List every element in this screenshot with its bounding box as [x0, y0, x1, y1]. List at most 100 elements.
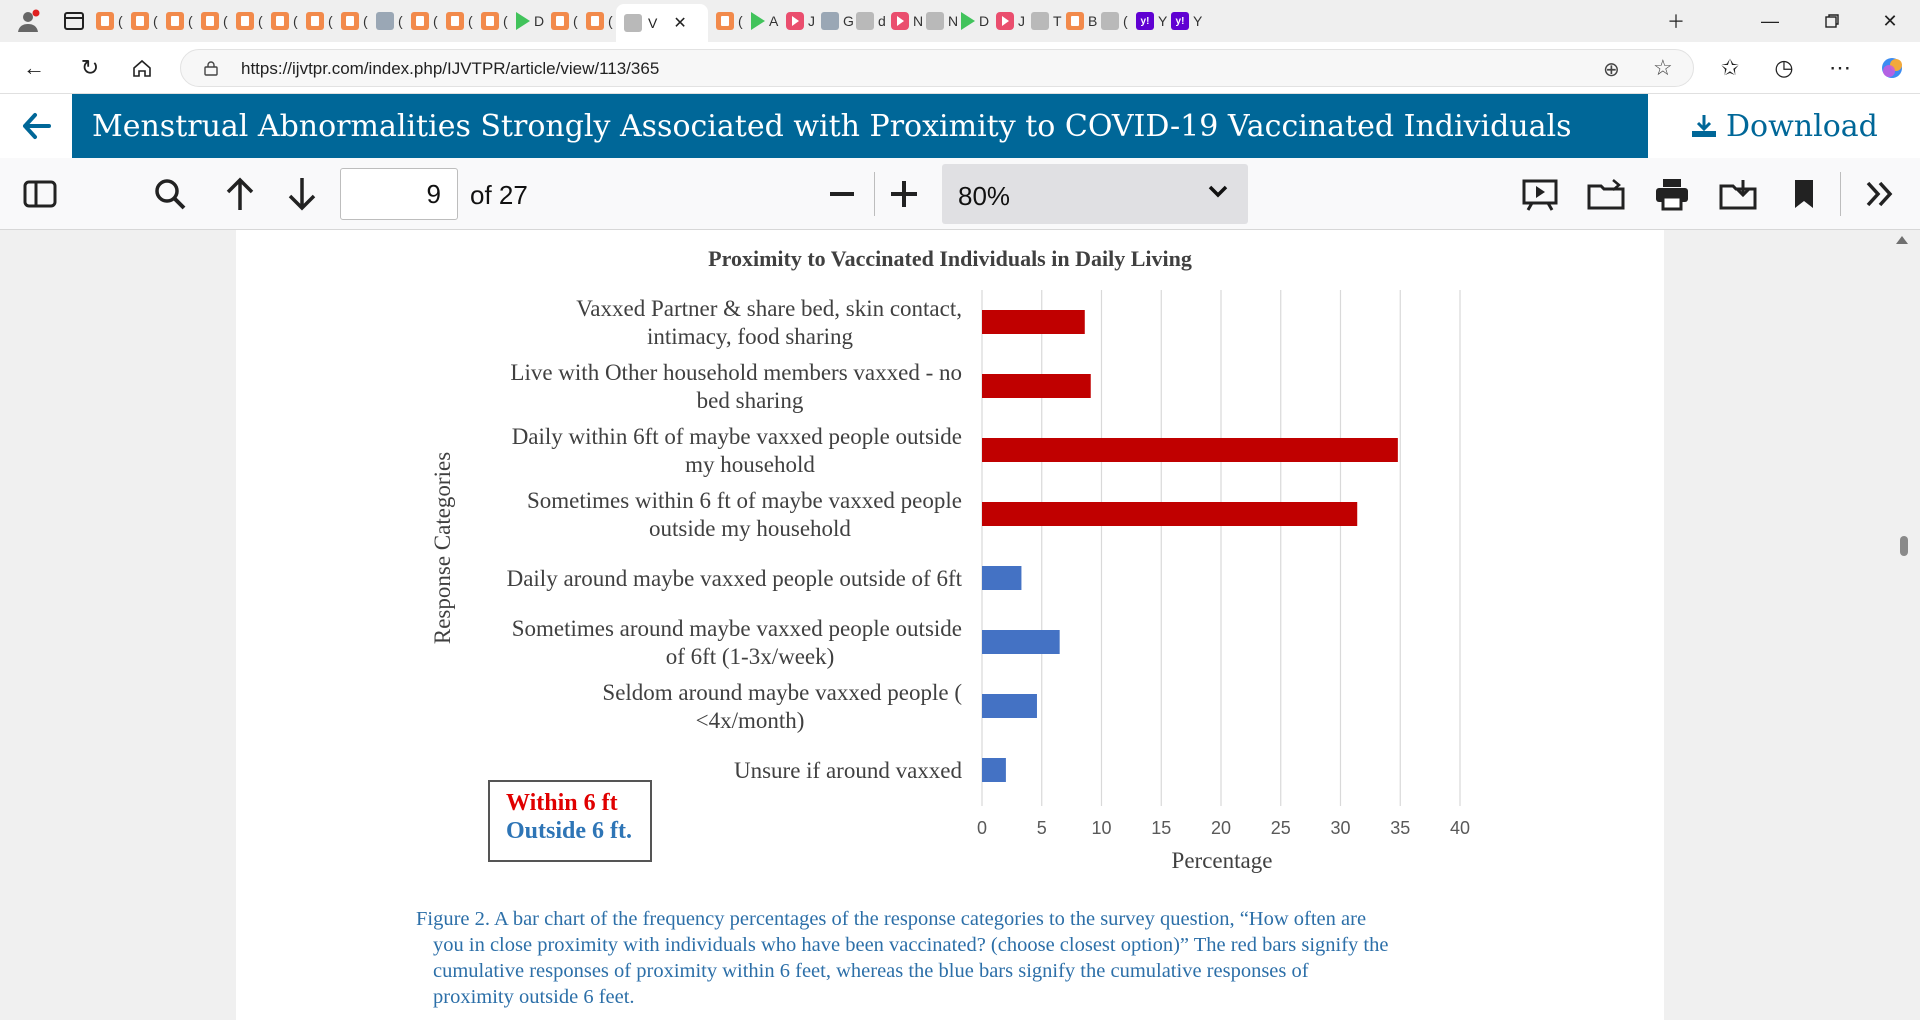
tab-label: ( — [223, 13, 228, 29]
bar — [982, 374, 1091, 398]
browser-tab[interactable]: ( — [446, 6, 473, 36]
browser-toolbar: ← ↻ https://ijvtpr.com/index.php/IJVTPR/… — [0, 42, 1920, 94]
download-button[interactable]: Download — [1690, 106, 1878, 146]
browser-tab[interactable]: D — [961, 6, 989, 36]
pdf-icon — [131, 12, 149, 30]
restore-button[interactable] — [1812, 8, 1852, 34]
browser-tab[interactable]: d — [856, 6, 886, 36]
tab-active[interactable]: V ✕ — [616, 4, 708, 42]
zoom-out-icon[interactable] — [822, 174, 862, 214]
presentation-mode-icon[interactable] — [1520, 174, 1560, 214]
browser-tab[interactable]: B — [1066, 6, 1097, 36]
browser-tab[interactable]: A — [751, 6, 778, 36]
browser-tab[interactable]: ( — [166, 6, 193, 36]
tab-label: G — [843, 13, 854, 29]
more-icon[interactable]: ⋯ — [1829, 55, 1851, 80]
browser-tab[interactable]: ( — [716, 6, 743, 36]
category-label: Sometimes around maybe vaxxed people out… — [512, 616, 962, 641]
browser-tab[interactable]: ( — [96, 6, 123, 36]
browser-tab[interactable]: ( — [306, 6, 333, 36]
play-icon — [516, 12, 530, 30]
legend-within: Within 6 ft — [506, 790, 618, 816]
tab-actions-icon[interactable] — [54, 8, 94, 34]
bookmark-icon[interactable] — [1784, 174, 1824, 214]
category-label: my household — [685, 452, 815, 477]
bar — [982, 694, 1037, 718]
browser-tab[interactable]: J — [996, 6, 1025, 36]
misc-icon — [376, 12, 394, 30]
save-icon[interactable] — [1718, 174, 1758, 214]
category-label: of 6ft (1-3x/week) — [666, 644, 835, 669]
scroll-up-arrow[interactable] — [1896, 236, 1908, 244]
toolbar-separator — [1840, 172, 1841, 216]
browser-tab[interactable]: N — [926, 6, 958, 36]
find-icon[interactable] — [150, 174, 190, 214]
zoom-value: 80% — [958, 181, 1011, 211]
profile-icon[interactable] — [8, 8, 48, 34]
tab-label: ( — [328, 13, 333, 29]
zoom-select[interactable]: 80% — [942, 164, 1248, 224]
browser-tab[interactable]: ( — [481, 6, 508, 36]
print-icon[interactable] — [1652, 174, 1692, 214]
x-tick-label: 0 — [977, 818, 987, 838]
tab-label: T — [1053, 13, 1062, 29]
active-tab-label: V — [648, 15, 658, 31]
browser-tab[interactable]: ( — [236, 6, 263, 36]
browser-tab[interactable]: ( — [586, 6, 613, 36]
copilot-icon[interactable] — [1878, 54, 1906, 82]
browser-tab[interactable]: G — [821, 6, 854, 36]
browser-tab[interactable]: T — [1031, 6, 1062, 36]
history-icon[interactable]: ◷ — [1774, 55, 1794, 80]
browser-tab[interactable]: D — [516, 6, 544, 36]
x-tick-label: 40 — [1450, 818, 1470, 838]
tab-label: Y — [1158, 13, 1168, 29]
tab-label: ( — [573, 13, 578, 29]
browser-tab[interactable]: ( — [271, 6, 298, 36]
previous-page-icon[interactable] — [220, 174, 260, 214]
next-page-icon[interactable] — [282, 174, 322, 214]
favorites-icon[interactable]: ✩ — [1720, 55, 1740, 80]
sidebar-toggle-icon[interactable] — [20, 174, 60, 214]
minimize-button[interactable]: — — [1761, 10, 1779, 31]
refresh-icon[interactable]: ↻ — [80, 55, 100, 80]
browser-tab[interactable]: ( — [551, 6, 578, 36]
scrollbar-thumb[interactable] — [1900, 536, 1908, 556]
pdf-icon — [551, 12, 569, 30]
browser-tab[interactable]: ( — [131, 6, 158, 36]
browser-tab[interactable]: ( — [1101, 6, 1128, 36]
x-tick-label: 10 — [1091, 818, 1111, 838]
home-icon[interactable] — [128, 54, 156, 82]
article-title: Menstrual Abnormalities Strongly Associa… — [72, 94, 1648, 158]
browser-tab[interactable]: ( — [411, 6, 438, 36]
browser-tab[interactable]: N — [891, 6, 923, 36]
zoom-icon[interactable]: ⊕ — [1603, 59, 1620, 81]
back-icon[interactable]: ← — [23, 55, 45, 80]
tools-menu-icon[interactable] — [1860, 174, 1900, 214]
browser-tab[interactable]: ( — [341, 6, 368, 36]
open-file-icon[interactable] — [1586, 174, 1626, 214]
page-number-input[interactable]: 9 — [340, 168, 458, 220]
new-tab-button[interactable]: ＋ — [1667, 12, 1685, 32]
browser-tab[interactable]: ( — [376, 6, 403, 36]
zoom-in-icon[interactable] — [884, 174, 924, 214]
browser-tab[interactable]: y! Y — [1136, 6, 1167, 36]
address-bar[interactable]: https://ijvtpr.com/index.php/IJVTPR/arti… — [180, 49, 1694, 87]
tab-label: ( — [608, 13, 613, 29]
favorite-star-icon[interactable]: ☆ — [1653, 55, 1673, 80]
close-window-button[interactable]: ✕ — [1882, 10, 1898, 31]
article-back-button[interactable] — [0, 94, 72, 158]
browser-tab[interactable]: y! Y — [1171, 6, 1202, 36]
pdf-icon — [271, 12, 289, 30]
close-tab-icon[interactable]: ✕ — [673, 15, 687, 32]
pdf-viewer[interactable]: Proximity to Vaccinated Individuals in D… — [0, 230, 1920, 1020]
yahoo-icon: y! — [1171, 12, 1189, 30]
tab-label: D — [979, 13, 990, 29]
lock-icon[interactable] — [203, 60, 219, 76]
pdf-icon — [481, 12, 499, 30]
browser-tab[interactable]: ( — [201, 6, 228, 36]
category-label: Sometimes within 6 ft of maybe vaxxed pe… — [527, 488, 962, 513]
browser-tab[interactable]: J — [786, 6, 815, 36]
category-label: <4x/month) — [696, 708, 805, 733]
pdf-toolbar: 9 of 27 80% — [0, 158, 1920, 230]
